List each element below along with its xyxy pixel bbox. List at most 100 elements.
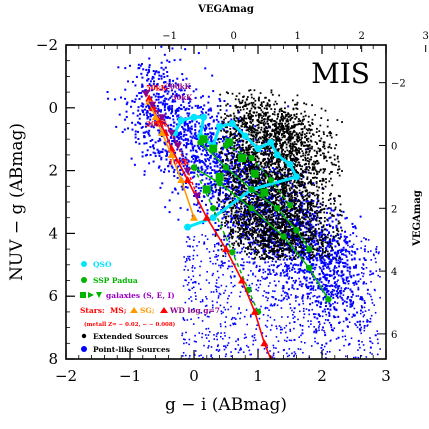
point-like-source xyxy=(230,305,232,308)
point-like-source xyxy=(165,89,168,92)
point-like-source xyxy=(318,315,321,318)
extended-source xyxy=(256,249,259,252)
point-like-source xyxy=(321,255,324,258)
point-like-source xyxy=(146,114,149,117)
point-like-source xyxy=(297,348,300,350)
point-like-source xyxy=(318,266,321,268)
point-like-source xyxy=(377,274,380,277)
point-like-source xyxy=(306,297,309,300)
point-like-source xyxy=(322,258,325,260)
point-like-source xyxy=(189,100,192,103)
extended-source xyxy=(268,153,271,156)
extended-source xyxy=(303,213,305,216)
point-like-source xyxy=(292,257,295,260)
point-like-source xyxy=(171,107,174,110)
point-like-source xyxy=(215,118,218,121)
point-like-source xyxy=(299,262,302,265)
point-like-source xyxy=(291,259,293,262)
point-like-source xyxy=(235,340,237,343)
point-like-source xyxy=(243,186,246,189)
extended-source xyxy=(260,199,262,202)
point-like-source xyxy=(186,236,189,238)
point-like-source xyxy=(155,98,158,101)
point-like-source xyxy=(193,144,196,147)
point-like-source xyxy=(211,300,214,303)
extended-source xyxy=(251,131,254,134)
extended-source xyxy=(314,169,317,172)
point-like-source xyxy=(160,77,163,80)
point-like-source xyxy=(266,299,269,302)
point-like-source xyxy=(284,262,286,264)
point-like-source xyxy=(233,322,236,325)
extended-source xyxy=(305,213,308,216)
point-like-source xyxy=(355,283,358,286)
point-like-source xyxy=(252,273,254,276)
point-like-source xyxy=(360,298,362,300)
point-like-source xyxy=(209,171,212,174)
point-like-source xyxy=(301,249,304,252)
point-like-source xyxy=(170,89,173,92)
point-like-source xyxy=(348,266,351,269)
point-like-source xyxy=(207,124,210,127)
point-like-source xyxy=(287,222,290,225)
extended-source xyxy=(280,240,283,242)
extended-source xyxy=(250,107,253,110)
point-like-source xyxy=(223,138,226,141)
point-like-source xyxy=(233,317,236,319)
point-like-source xyxy=(313,331,315,334)
point-like-source xyxy=(212,132,215,135)
point-like-source xyxy=(191,106,194,109)
point-like-source xyxy=(373,288,376,291)
extended-source xyxy=(292,236,295,239)
point-like-source xyxy=(216,348,218,351)
point-like-source xyxy=(197,166,200,169)
point-like-source xyxy=(295,218,298,221)
point-like-source xyxy=(339,321,341,324)
point-like-source xyxy=(311,270,314,273)
extended-source xyxy=(319,124,322,127)
point-like-source xyxy=(292,251,295,254)
extended-source xyxy=(285,138,288,141)
point-like-source xyxy=(258,268,261,271)
point-like-source xyxy=(323,259,326,262)
point-like-source xyxy=(330,242,333,245)
extended-source xyxy=(226,148,228,151)
extended-source xyxy=(247,114,250,117)
point-like-source xyxy=(185,158,188,161)
point-like-source xyxy=(230,291,233,294)
point-like-source xyxy=(345,319,347,321)
point-like-source xyxy=(377,252,380,255)
point-like-source xyxy=(301,243,304,246)
point-like-source xyxy=(271,356,274,358)
point-like-source xyxy=(358,343,360,346)
point-like-source xyxy=(363,314,366,316)
point-like-source xyxy=(162,94,165,97)
extended-source xyxy=(291,152,294,155)
point-like-source xyxy=(176,136,179,139)
point-like-source xyxy=(219,304,222,307)
point-like-source xyxy=(181,334,183,337)
point-like-source xyxy=(287,176,290,179)
point-like-source xyxy=(211,183,214,186)
extended-source xyxy=(266,219,269,222)
extended-source xyxy=(309,212,312,215)
point-like-source xyxy=(264,278,266,280)
extended-source xyxy=(276,132,278,135)
point-like-source xyxy=(293,307,296,310)
point-like-source xyxy=(329,305,332,307)
point-like-source xyxy=(192,245,194,248)
point-like-source xyxy=(242,168,245,171)
point-like-source xyxy=(190,160,193,163)
point-like-source xyxy=(238,349,241,351)
extended-source xyxy=(308,181,311,184)
point-like-source xyxy=(256,228,259,231)
extended-source xyxy=(243,126,246,128)
point-like-source xyxy=(243,337,246,339)
point-like-source xyxy=(194,131,197,134)
extended-source xyxy=(324,185,327,188)
extended-source xyxy=(298,209,301,212)
point-like-source xyxy=(155,110,158,113)
point-like-source xyxy=(186,284,189,286)
point-like-source xyxy=(282,271,285,274)
point-like-source xyxy=(244,170,247,173)
